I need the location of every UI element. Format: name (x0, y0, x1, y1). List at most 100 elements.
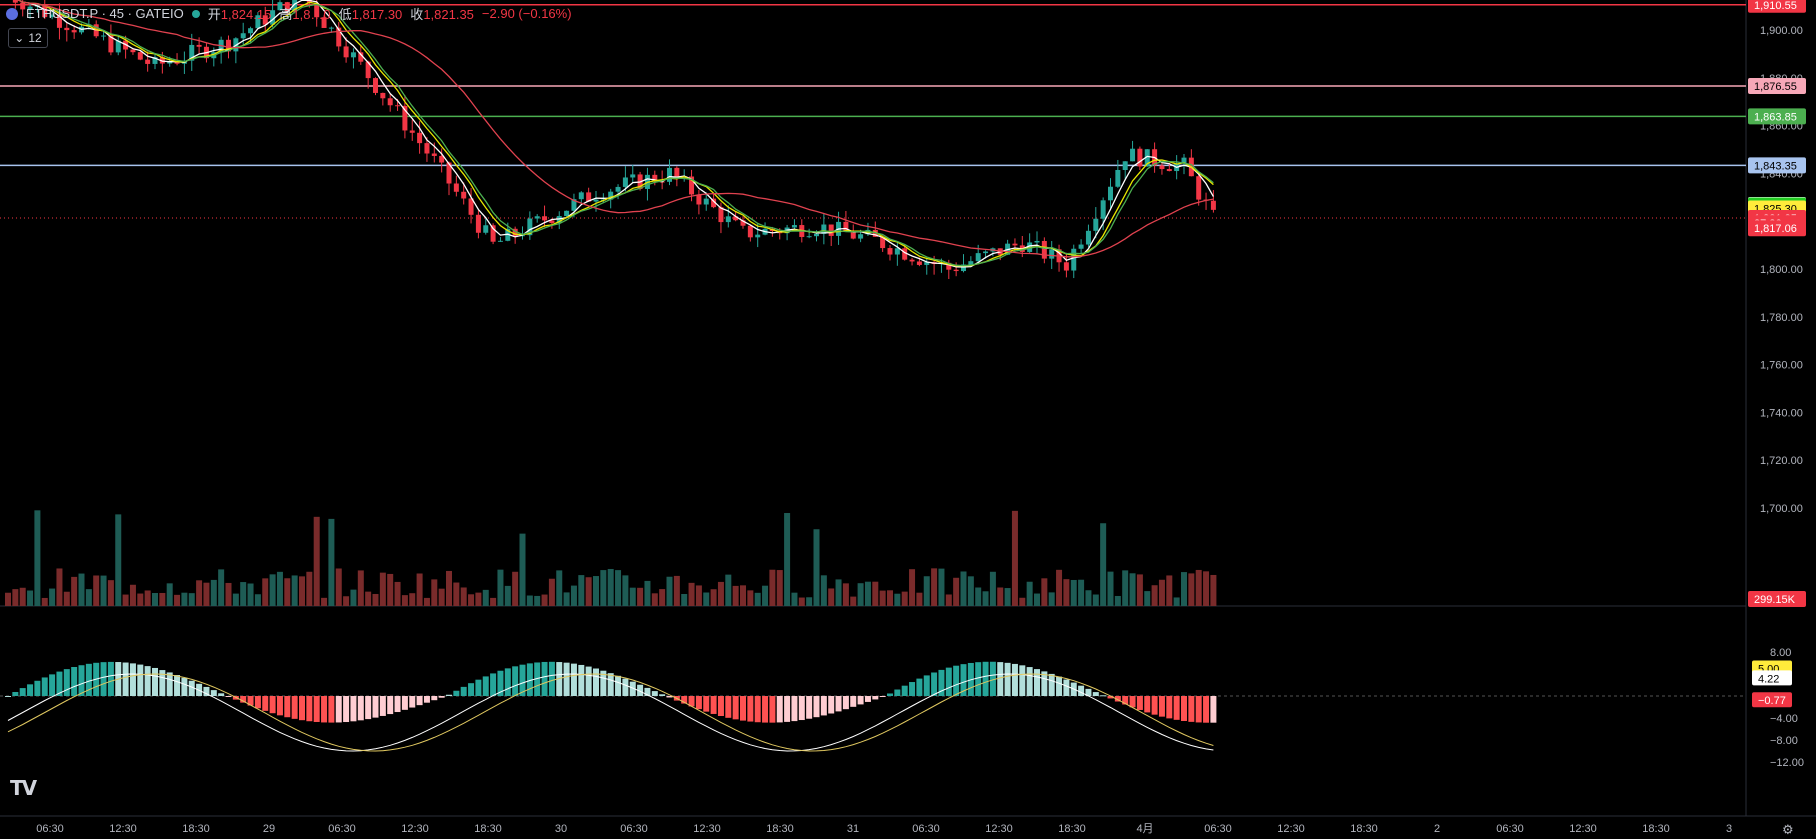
macd-histogram-bar (703, 696, 710, 712)
macd-histogram-bar (129, 663, 136, 696)
macd-histogram-bar (379, 696, 386, 716)
candle-body (115, 40, 121, 53)
candle-body (226, 39, 231, 52)
price-tick-label: 1,740.00 (1760, 407, 1803, 419)
macd-histogram-bar (1114, 696, 1121, 702)
macd-histogram-bar (468, 683, 475, 696)
price-label-text: 1,817.06 (1754, 223, 1797, 235)
price-label-badge (1748, 220, 1806, 237)
time-tick-label: 12:30 (109, 823, 137, 835)
open-value: 1,824.15 (220, 7, 272, 22)
price-label-text: 1,910.55 (1754, 0, 1797, 12)
low-label: 低 (338, 7, 352, 22)
volume-bar (1203, 571, 1210, 606)
volume-bar (651, 593, 658, 606)
macd-histogram-bar (5, 696, 11, 697)
volume-bar (776, 570, 783, 606)
volume-bar (615, 570, 622, 606)
volume-bar (41, 597, 48, 606)
candle-body (336, 27, 342, 47)
macd-histogram-bar (122, 662, 129, 696)
macd-histogram-bar (387, 696, 394, 715)
volume-bar (203, 582, 210, 606)
price-tick-label: 1,720.00 (1760, 455, 1803, 467)
macd-histogram-bar (769, 696, 776, 723)
volume-bar (629, 587, 636, 606)
volume-bar (12, 589, 19, 606)
volume-bar (953, 577, 960, 606)
macd-histogram-bar (1085, 688, 1092, 696)
moving-average-line (16, 0, 1214, 258)
volume-bar (688, 582, 695, 606)
macd-histogram-bar (1048, 673, 1055, 696)
macd-label-badge (1752, 692, 1792, 708)
volume-bar (93, 575, 100, 606)
volume-bar (989, 571, 996, 606)
macd-histogram-bar (1210, 696, 1217, 723)
volume-bar (578, 575, 585, 606)
candle-body (1012, 243, 1018, 246)
volume-bar (482, 589, 489, 606)
volume-bar (225, 582, 232, 606)
candle-body (167, 62, 173, 64)
volume-bar (732, 585, 739, 606)
candle-body (1144, 149, 1150, 167)
time-tick-label: 30 (555, 823, 567, 835)
candle-body (130, 49, 136, 53)
volume-bar (791, 592, 798, 606)
candle-body (439, 155, 445, 163)
indicators-toggle-button[interactable]: ⌄ 12 (8, 28, 48, 48)
gear-icon[interactable]: ⚙ (1782, 823, 1794, 838)
volume-bar (254, 594, 261, 606)
macd-histogram-bar (791, 696, 798, 722)
volume-bar (938, 568, 945, 606)
candle-body (667, 167, 672, 182)
volume-bar (835, 579, 842, 606)
macd-histogram-bar (1144, 696, 1151, 713)
volume-bar (982, 591, 989, 606)
candle-body (314, 3, 320, 18)
time-tick-label: 06:30 (912, 823, 940, 835)
candle-body (1078, 244, 1084, 249)
macd-histogram-bar (1136, 696, 1143, 710)
time-tick-label: 4月 (1136, 823, 1153, 835)
price-label-badge (1748, 157, 1806, 174)
symbol-title[interactable]: ETHUSDT.P · 45 · GATEIO (26, 6, 184, 21)
volume-bar (1078, 579, 1085, 606)
macd-histogram-bar (49, 674, 56, 696)
candle-body (27, 6, 33, 10)
macd-histogram-bar (615, 675, 622, 696)
volume-bar (923, 576, 930, 606)
volume-bar (519, 533, 526, 606)
volume-bar (1166, 575, 1173, 606)
macd-histogram-bar (1122, 696, 1129, 705)
volume-bar (710, 589, 717, 606)
candle-body (152, 57, 158, 64)
macd-histogram-bar (931, 672, 938, 696)
macd-histogram-bar (372, 696, 379, 718)
macd-histogram-bar (850, 696, 857, 707)
macd-histogram-bar (63, 669, 70, 696)
candle-body (703, 198, 709, 205)
volume-bar (1107, 571, 1114, 606)
candle-body (56, 14, 62, 28)
candle-body (747, 225, 753, 238)
candle-body (578, 192, 584, 200)
candle-body (733, 216, 739, 221)
macd-histogram-bar (276, 696, 283, 716)
candle-body (1159, 165, 1165, 170)
macd-histogram-bar (784, 696, 791, 722)
symbol-logo-icon (6, 7, 18, 20)
volume-bar (372, 593, 379, 606)
macd-histogram-bar (174, 675, 181, 696)
open-label: 开 (207, 7, 221, 22)
volume-bar (49, 588, 56, 606)
time-tick-label: 18:30 (766, 823, 794, 835)
macd-histogram-bar (321, 696, 328, 723)
macd-signal-line (7, 673, 1214, 752)
candle-body (1122, 161, 1128, 171)
candle-body (975, 253, 981, 262)
macd-histogram-bar (71, 667, 78, 696)
macd-histogram-bar (578, 664, 585, 696)
